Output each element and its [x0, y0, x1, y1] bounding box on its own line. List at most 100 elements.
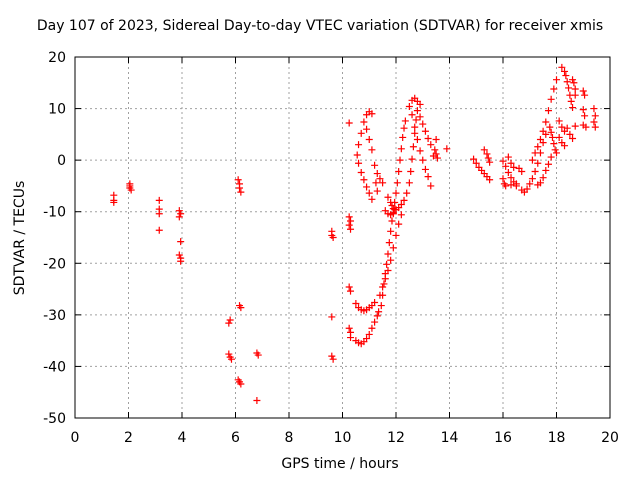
y-tick-label: -20: [43, 256, 66, 272]
data-point-marker: [360, 118, 368, 126]
data-point-marker: [432, 150, 440, 158]
data-point-marker: [512, 182, 520, 190]
data-point-marker: [547, 95, 555, 103]
data-point-marker: [411, 129, 419, 137]
grid-lines: [75, 57, 610, 418]
data-point-marker: [368, 195, 376, 203]
data-point-marker: [383, 260, 391, 268]
data-point-marker: [385, 239, 393, 247]
data-point-marker: [345, 213, 353, 221]
data-point-marker: [355, 141, 363, 149]
data-point-marker: [547, 153, 555, 161]
data-point-marker: [579, 87, 587, 95]
data-point-marker: [389, 244, 397, 252]
data-point-marker: [558, 123, 566, 131]
data-point-marker: [373, 312, 381, 320]
data-point-marker: [546, 123, 554, 131]
data-point-marker: [504, 153, 512, 161]
data-point-marker: [345, 283, 353, 291]
data-point-marker: [502, 182, 510, 190]
data-point-marker: [127, 186, 135, 194]
data-point-marker: [433, 154, 441, 162]
data-point-marker: [379, 179, 387, 187]
data-point-marker: [561, 67, 569, 75]
data-point-marker: [424, 173, 432, 181]
x-tick-label: 8: [285, 430, 294, 446]
tick-labels: 0 2 4 6 8 10 12 14 16 18 20 -50 -40 -30 -20 -10 0 10 20: [43, 50, 619, 446]
data-point-marker: [413, 107, 421, 115]
data-point-marker: [400, 196, 408, 204]
x-tick-label: 14: [441, 430, 459, 446]
data-point-marker: [389, 205, 397, 213]
data-point-marker: [569, 134, 577, 142]
data-point-marker: [419, 156, 427, 164]
data-point-marker: [555, 117, 563, 125]
data-point-marker: [566, 130, 574, 138]
data-point-marker: [486, 176, 494, 184]
data-point-marker: [544, 107, 552, 115]
data-point-marker: [357, 129, 365, 137]
data-point-marker: [329, 355, 337, 363]
data-point-marker: [401, 117, 409, 125]
data-point-marker: [177, 210, 185, 218]
data-point-marker: [523, 185, 531, 193]
data-point-marker: [518, 167, 526, 175]
data-point-marker: [432, 136, 440, 144]
data-point-marker: [395, 220, 403, 228]
data-point-marker: [411, 123, 419, 131]
plot-frame: [74, 56, 611, 419]
data-point-marker: [579, 106, 587, 114]
data-point-marker: [237, 380, 245, 388]
data-point-marker: [347, 225, 355, 233]
data-point-marker: [328, 313, 336, 321]
data-point-marker: [234, 176, 242, 184]
data-point-marker: [526, 180, 534, 188]
y-tick-label: 20: [48, 50, 66, 66]
data-point-marker: [409, 143, 417, 151]
data-point-marker: [345, 119, 353, 127]
data-point-marker: [553, 76, 560, 84]
data-point-marker: [480, 146, 488, 154]
data-point-marker: [395, 167, 403, 175]
data-point-marker: [534, 181, 542, 189]
y-tick-label: -10: [43, 205, 66, 221]
data-point-marker: [551, 146, 559, 154]
data-point-marker: [412, 116, 420, 124]
data-point-marker: [226, 316, 234, 324]
data-point-marker: [253, 396, 261, 404]
data-point-marker: [353, 151, 361, 159]
data-point-marker: [371, 298, 379, 306]
data-point-marker: [413, 136, 421, 144]
x-tick-label: 2: [124, 430, 133, 446]
data-point-marker: [388, 217, 396, 225]
data-point-marker: [484, 154, 492, 162]
data-point-marker: [591, 123, 599, 131]
data-point-marker: [371, 318, 379, 326]
data-point-marker: [352, 300, 360, 308]
x-tick-label: 20: [601, 430, 619, 446]
data-point-marker: [591, 112, 599, 120]
x-tick-label: 18: [548, 430, 566, 446]
data-point-marker: [565, 84, 573, 92]
data-point-marker: [110, 198, 118, 206]
data-point-marker: [499, 157, 507, 165]
data-point-marker: [368, 110, 376, 118]
data-point-marker: [416, 100, 424, 108]
data-point-marker: [408, 111, 416, 119]
data-point-marker: [550, 85, 558, 93]
data-point-marker: [499, 175, 507, 183]
data-point-marker: [542, 118, 550, 126]
data-point-marker: [561, 142, 569, 150]
data-point-marker: [569, 76, 577, 84]
data-point-marker: [563, 78, 571, 86]
data-point-marker: [397, 145, 405, 153]
data-point-marker: [504, 169, 512, 177]
data-point-marker: [507, 181, 515, 189]
data-point-marker: [329, 234, 337, 241]
data-point-marker: [177, 257, 185, 265]
y-tick-label: 10: [48, 102, 66, 118]
data-point-marker: [236, 184, 244, 192]
chart-title: Day 107 of 2023, Sidereal Day-to-day VTE…: [36, 18, 604, 34]
data-point-marker: [421, 165, 429, 173]
